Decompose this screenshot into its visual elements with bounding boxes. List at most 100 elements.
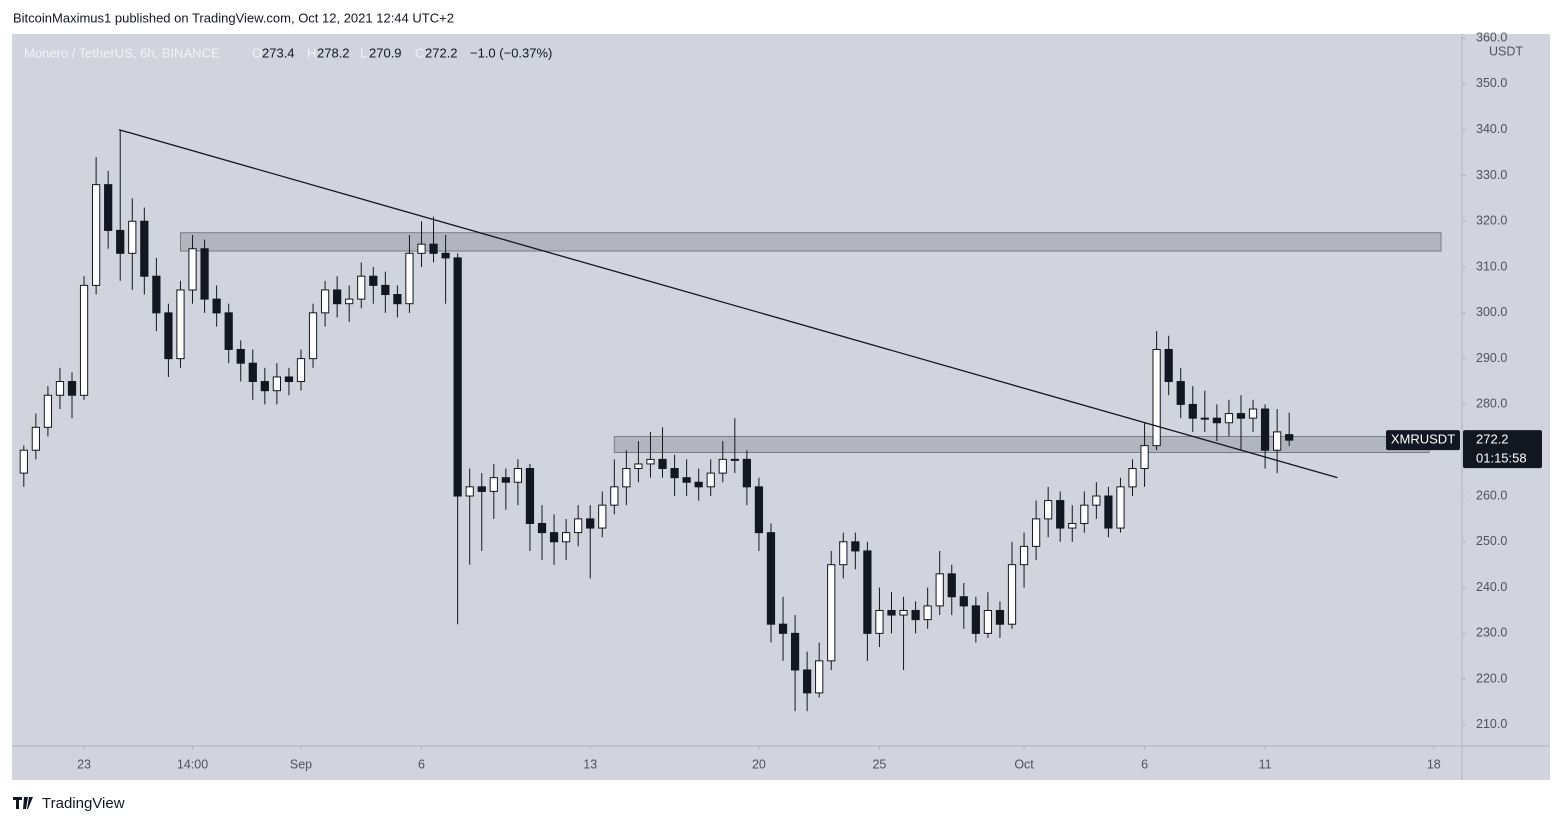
legend: Monero / TetherUS, 6h, BINANCE O 273.4 H… [24,45,552,60]
candle-body [586,518,595,529]
candle-body [308,312,318,360]
x-tick-label: 6 [1141,757,1148,771]
o-value: 273.4 [262,45,295,60]
candle-body [453,257,462,497]
candle-body [827,564,836,662]
candle-body [658,458,667,470]
x-tick-label: 18 [1427,757,1441,771]
candle-body [1044,500,1053,520]
candle-body [622,468,631,488]
candle-body [803,669,812,694]
candle-body [441,252,450,259]
chart-background [12,34,1550,780]
candle-body [477,486,486,492]
x-tick-label: 11 [1259,757,1272,771]
candle-body [1212,417,1221,424]
candle-body [549,532,559,543]
candle-body [489,477,498,492]
candle-body [790,632,800,671]
zone [613,435,1430,454]
candle-body [694,481,703,488]
candle-body [236,348,245,364]
countdown: 01:15:58 [1476,451,1527,466]
candle-body [333,289,342,305]
y-tick-label: 320.0 [1476,214,1507,228]
o-label: O [252,45,262,60]
candle-body [513,468,523,483]
price-tag [1463,430,1542,469]
candle-body [1019,545,1029,566]
candle-body [43,394,53,428]
candle-body [863,550,872,634]
y-tick-label: 250.0 [1476,534,1507,548]
candle-body [1176,381,1185,405]
x-tick-label: 23 [77,757,91,771]
candle-body [1128,468,1137,488]
candle-body [875,609,884,634]
candle-body [598,504,607,529]
candle-body [224,312,233,350]
brand: TradingView [42,795,125,812]
candle-body [923,605,932,621]
candle-body [766,532,776,625]
candle-body [92,184,101,286]
y-tick-label: 310.0 [1476,259,1507,273]
y-tick-label: 330.0 [1476,168,1507,182]
c-value: 272.2 [425,45,458,60]
symbol-title: Monero / TetherUS, 6h, BINANCE [24,45,220,60]
candle-body [730,458,739,461]
footer: TradingView [13,795,125,812]
candle-body [574,518,583,534]
candle-body [116,229,125,254]
candle-body [212,298,221,314]
candle-body [369,275,378,286]
y-tick-label: 360.0 [1476,30,1507,44]
candle-body [79,284,89,396]
y-tick-label: 240.0 [1476,580,1507,594]
candle-body [610,486,619,506]
x-tick-label: Sep [290,757,312,771]
candle-body [995,609,1005,625]
candle-body [1092,495,1101,506]
x-tick-label: Oct [1014,757,1034,771]
candle-body [1068,522,1077,529]
h-label: H [307,45,316,60]
candle-body [320,289,330,314]
x-tick-label: 20 [752,757,766,771]
y-tick-label: 230.0 [1476,626,1507,640]
candle-body [1031,518,1041,547]
candle-body [706,472,715,488]
y-tick-label: 280.0 [1476,397,1507,411]
candle-body [754,486,764,534]
candle-body [971,605,980,634]
candle-body [1188,403,1197,419]
candle-body [1236,413,1246,419]
candle-body [1285,434,1294,441]
candle-body [718,458,727,474]
candle-body [983,609,993,634]
l-value: 270.9 [369,45,402,60]
candle-body [260,381,269,392]
candle-body [345,298,354,305]
candle-body [272,376,282,392]
candle-body [537,522,547,534]
candle-body [381,284,390,296]
change: −1.0 (−0.37%) [470,45,552,60]
candle-body [525,468,535,524]
candle-body [742,458,751,488]
candle-body [1007,564,1017,625]
candle-body [1224,413,1234,424]
candle-body [104,184,113,231]
symbol-tag [1386,430,1460,451]
candle-body [128,220,137,254]
candle-body [1260,408,1270,451]
y-tick-label: 300.0 [1476,305,1507,319]
x-tick-label: 13 [583,757,597,771]
publisher: BitcoinMaximus1 published on TradingView… [13,10,454,25]
candle-body [284,376,294,383]
x-tick-label: 14:00 [177,757,208,771]
candle-body [911,609,920,621]
candle-body [1140,445,1149,470]
